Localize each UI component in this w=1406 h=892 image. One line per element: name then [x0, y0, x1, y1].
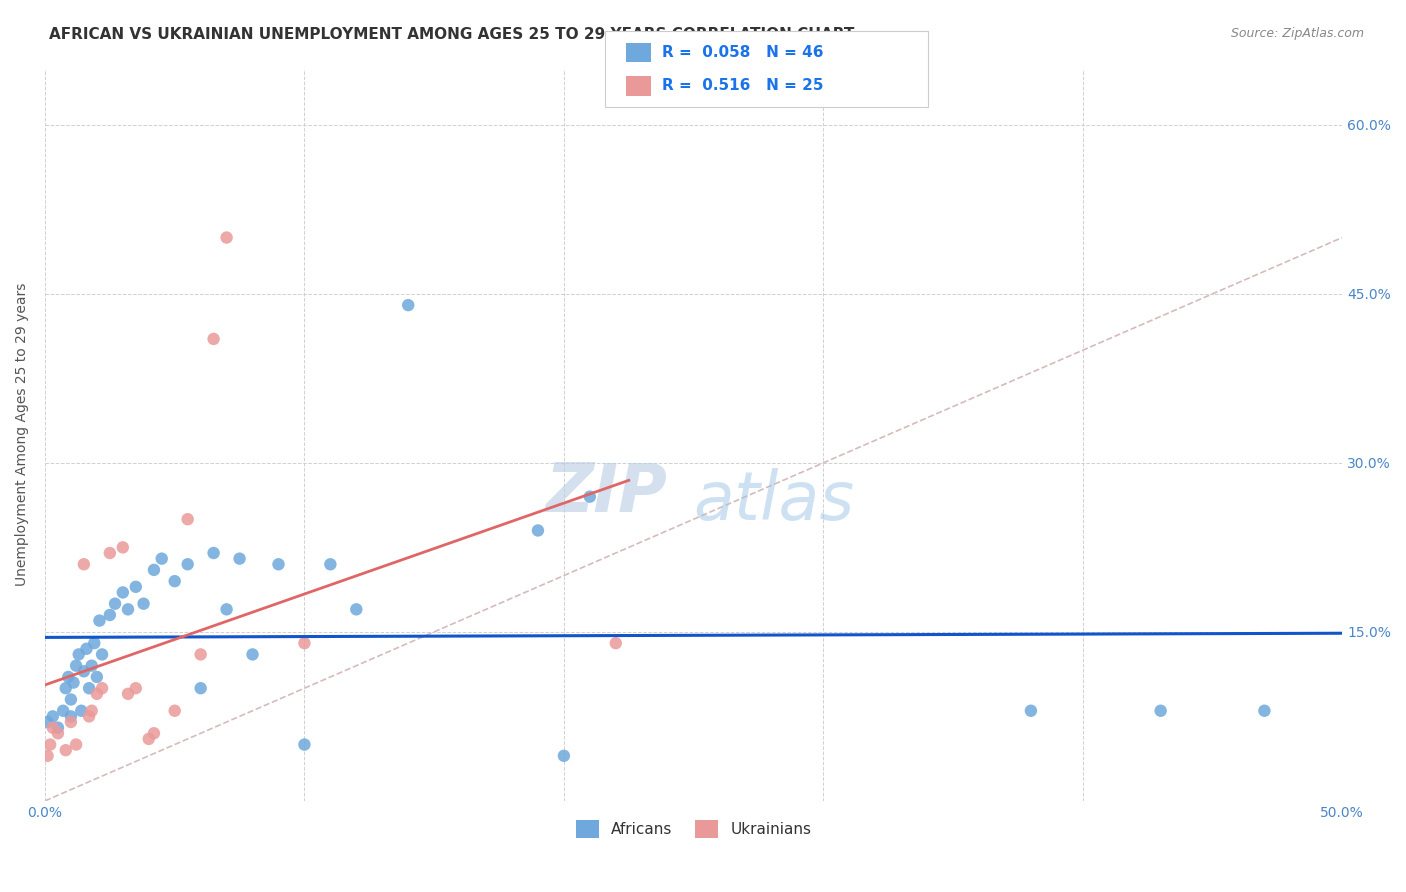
Point [527, 524, 550, 538]
Point [176, 512, 198, 526]
Point [98, 546, 121, 560]
Point [579, 490, 602, 504]
Point [111, 541, 134, 555]
Y-axis label: Unemployment Among Ages 25 to 29 years: Unemployment Among Ages 25 to 29 years [15, 283, 30, 586]
Text: Source: ZipAtlas.com: Source: ZipAtlas.com [1230, 27, 1364, 40]
Point [553, 748, 575, 763]
Point [190, 648, 212, 662]
Point [42, 721, 65, 735]
Point [125, 580, 148, 594]
Point [176, 558, 198, 572]
Point [1019, 704, 1042, 718]
Point [83, 636, 105, 650]
Text: AFRICAN VS UKRAINIAN UNEMPLOYMENT AMONG AGES 25 TO 29 YEARS CORRELATION CHART: AFRICAN VS UKRAINIAN UNEMPLOYMENT AMONG … [49, 27, 855, 42]
Point [117, 687, 139, 701]
Point [319, 558, 342, 572]
Point [242, 648, 264, 662]
Point [80, 658, 103, 673]
Point [202, 546, 225, 560]
Point [89, 614, 111, 628]
Point [142, 563, 165, 577]
Point [202, 332, 225, 346]
Point [86, 687, 108, 701]
Point [77, 681, 100, 696]
Point [215, 230, 238, 244]
Point [80, 704, 103, 718]
Point [1149, 704, 1171, 718]
Point [228, 551, 250, 566]
Point [267, 558, 290, 572]
Point [125, 681, 148, 696]
Point [163, 704, 186, 718]
Point [55, 681, 77, 696]
Text: atlas: atlas [693, 467, 855, 533]
Point [55, 743, 77, 757]
Point [344, 602, 367, 616]
Text: ZIP: ZIP [546, 460, 668, 526]
Point [91, 681, 114, 696]
Point [42, 709, 65, 723]
Point [77, 709, 100, 723]
Point [111, 585, 134, 599]
Point [190, 681, 212, 696]
Point [138, 731, 160, 746]
Legend: Africans, Ukrainians: Africans, Ukrainians [569, 814, 817, 845]
Point [86, 670, 108, 684]
Point [39, 738, 62, 752]
Point [132, 597, 155, 611]
Point [73, 665, 96, 679]
Point [62, 675, 84, 690]
Point [142, 726, 165, 740]
Point [46, 721, 69, 735]
Point [59, 709, 82, 723]
Point [294, 636, 316, 650]
Text: R =  0.058   N = 46: R = 0.058 N = 46 [662, 45, 824, 60]
Point [52, 704, 75, 718]
Point [396, 298, 419, 312]
Point [215, 602, 238, 616]
Point [59, 714, 82, 729]
Point [58, 670, 80, 684]
Point [67, 648, 90, 662]
Point [59, 692, 82, 706]
Point [117, 602, 139, 616]
Point [65, 658, 87, 673]
Point [73, 558, 96, 572]
Point [91, 648, 114, 662]
Point [76, 641, 98, 656]
Text: R =  0.516   N = 25: R = 0.516 N = 25 [662, 78, 824, 94]
Point [294, 738, 316, 752]
Point [163, 574, 186, 589]
Point [104, 597, 127, 611]
Point [70, 704, 93, 718]
Point [605, 636, 627, 650]
Point [98, 607, 121, 622]
Point [37, 714, 59, 729]
Point [46, 726, 69, 740]
Point [1253, 704, 1275, 718]
Point [150, 551, 173, 566]
Point [65, 738, 87, 752]
Point [37, 748, 59, 763]
